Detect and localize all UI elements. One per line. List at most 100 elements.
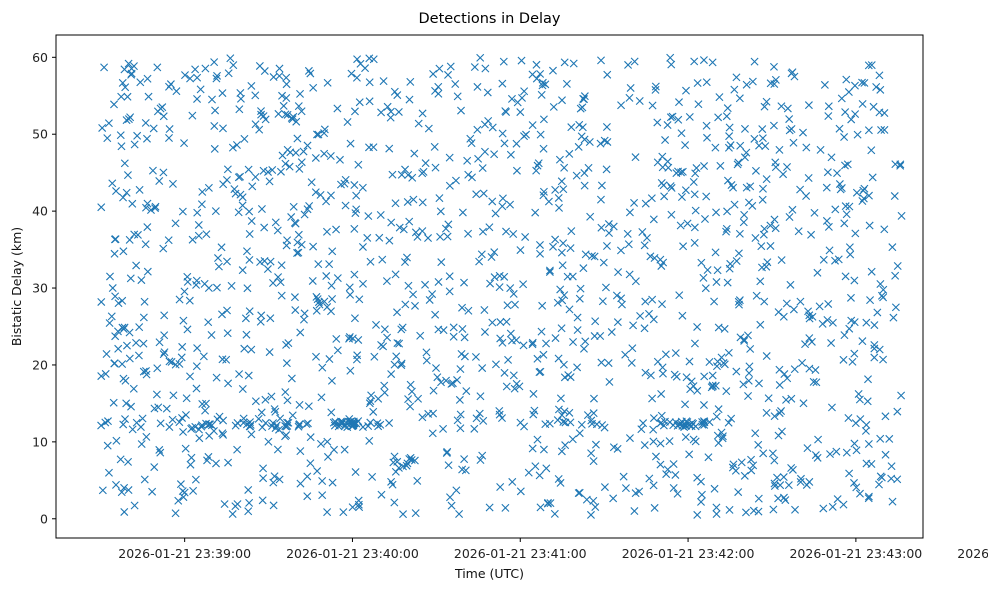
- detection-marker: [685, 420, 694, 429]
- detection-marker: [346, 366, 355, 375]
- detection-marker: [745, 369, 754, 378]
- detection-marker: [418, 413, 427, 422]
- detection-marker: [714, 113, 723, 122]
- detection-marker: [582, 495, 591, 504]
- detection-marker: [439, 424, 448, 433]
- detection-marker: [153, 364, 162, 373]
- detection-marker: [472, 414, 481, 423]
- detection-marker: [666, 182, 675, 191]
- detection-marker: [98, 486, 107, 495]
- detection-marker: [809, 377, 818, 386]
- detection-marker: [276, 167, 285, 176]
- detection-marker: [135, 185, 144, 194]
- detection-marker: [460, 278, 469, 287]
- detection-marker: [125, 235, 134, 244]
- detection-marker: [531, 462, 540, 471]
- detection-marker: [178, 342, 187, 351]
- detection-marker: [490, 248, 499, 257]
- detection-marker: [269, 501, 278, 510]
- detection-marker: [627, 358, 636, 367]
- detection-marker: [393, 91, 402, 100]
- detection-marker: [574, 142, 583, 151]
- detection-marker: [730, 200, 739, 209]
- detection-marker: [312, 130, 321, 139]
- detection-marker: [446, 62, 455, 71]
- detection-marker: [289, 202, 298, 211]
- detection-marker: [466, 134, 475, 143]
- detection-marker: [303, 472, 312, 481]
- detection-marker: [640, 441, 649, 450]
- detection-marker: [693, 510, 702, 519]
- detection-marker: [171, 509, 180, 518]
- detection-marker: [528, 444, 537, 453]
- detection-marker: [681, 433, 690, 442]
- detection-marker: [239, 414, 248, 423]
- detection-marker: [569, 59, 578, 68]
- detection-marker: [859, 186, 868, 195]
- detection-marker: [575, 294, 584, 303]
- detection-marker: [97, 203, 106, 212]
- detection-marker: [649, 425, 658, 434]
- detection-marker: [112, 436, 121, 445]
- detection-marker: [512, 166, 521, 175]
- detection-marker: [121, 415, 130, 424]
- detection-marker: [534, 159, 543, 168]
- detection-marker: [512, 139, 521, 148]
- detection-marker: [704, 453, 713, 462]
- detection-marker: [385, 419, 394, 428]
- detection-marker: [742, 148, 751, 157]
- detection-marker: [528, 121, 537, 130]
- detection-marker: [418, 227, 427, 236]
- detection-marker: [159, 244, 168, 253]
- detection-marker: [708, 58, 717, 67]
- detection-marker: [193, 94, 202, 103]
- detection-marker: [355, 98, 364, 107]
- detection-marker: [496, 483, 505, 491]
- detection-marker: [681, 141, 690, 150]
- detection-marker: [435, 194, 444, 203]
- detection-marker: [352, 355, 361, 364]
- detection-marker: [893, 407, 902, 416]
- detection-marker: [414, 394, 423, 403]
- detection-marker: [790, 72, 799, 81]
- detection-marker: [247, 345, 256, 354]
- detection-marker: [323, 437, 332, 446]
- detection-marker: [840, 161, 849, 170]
- detection-marker: [846, 250, 855, 259]
- detection-marker: [141, 118, 150, 127]
- detection-marker: [295, 400, 304, 409]
- detection-marker: [624, 60, 633, 69]
- detection-marker: [598, 297, 607, 306]
- detection-marker: [293, 238, 302, 247]
- detection-marker: [271, 424, 280, 433]
- detection-marker: [556, 285, 565, 294]
- detection-marker: [807, 337, 816, 346]
- detection-marker: [775, 409, 784, 418]
- detection-marker: [869, 102, 878, 111]
- detection-marker: [193, 208, 202, 217]
- detection-marker: [640, 241, 649, 250]
- detection-marker: [211, 106, 220, 115]
- detection-marker: [537, 90, 546, 99]
- detection-marker: [769, 505, 778, 514]
- detection-marker: [143, 223, 152, 232]
- detection-marker: [101, 369, 110, 378]
- detection-marker: [661, 350, 670, 359]
- detection-marker: [577, 420, 586, 429]
- detection-marker: [624, 240, 633, 249]
- detection-marker: [560, 407, 569, 416]
- detection-marker: [379, 342, 388, 351]
- detection-marker: [192, 276, 201, 285]
- detection-marker: [114, 299, 123, 308]
- detection-marker: [646, 252, 655, 261]
- detection-marker: [444, 220, 453, 229]
- detection-marker: [581, 337, 590, 346]
- detection-marker: [650, 503, 659, 512]
- detection-marker: [364, 143, 373, 152]
- detection-marker: [122, 116, 131, 125]
- detection-marker: [322, 272, 331, 281]
- detection-marker: [264, 167, 273, 176]
- detection-marker: [205, 431, 214, 440]
- detection-marker: [224, 458, 233, 467]
- detection-marker: [255, 125, 264, 134]
